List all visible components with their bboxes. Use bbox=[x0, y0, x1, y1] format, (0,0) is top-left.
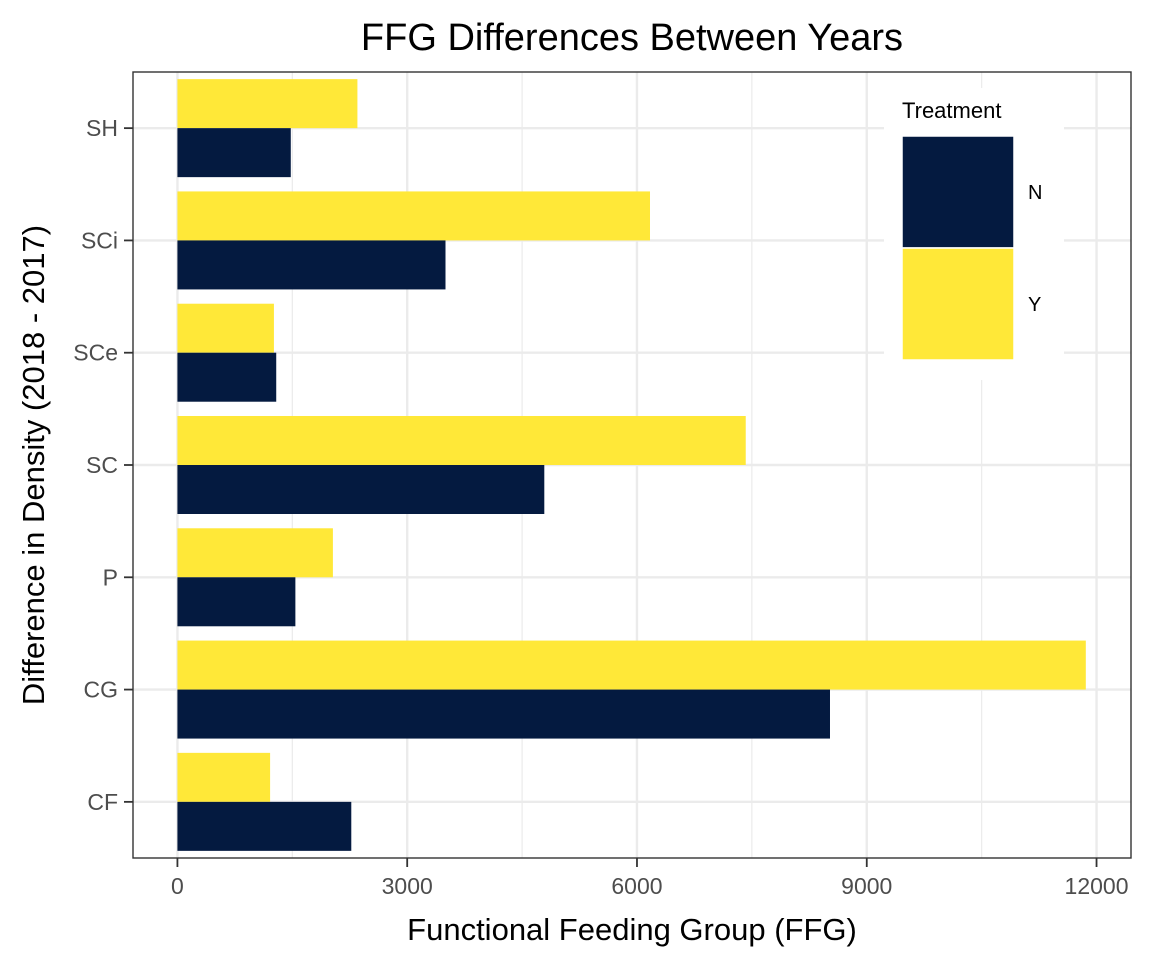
bar-SCi-N bbox=[177, 240, 446, 290]
y-axis-title: Difference in Density (2018 - 2017) bbox=[16, 225, 51, 705]
y-tick-label-CG: CG bbox=[84, 677, 119, 703]
bar-SC-Y bbox=[177, 416, 746, 465]
x-axis-title: Functional Feeding Group (FFG) bbox=[407, 912, 857, 947]
bar-SH-Y bbox=[177, 79, 358, 129]
y-axis: CF CG P SC SCe SCi SH bbox=[73, 115, 133, 815]
y-tick-label-P: P bbox=[103, 564, 118, 590]
legend-key-Y bbox=[901, 247, 1015, 361]
legend-title: Treatment bbox=[902, 98, 1001, 123]
bar-SC-N bbox=[177, 465, 545, 514]
bar-SCe-N bbox=[177, 352, 277, 402]
x-tick-label: 12000 bbox=[1065, 873, 1129, 899]
bar-P-Y bbox=[177, 528, 333, 578]
legend-key-N bbox=[901, 135, 1015, 249]
bars bbox=[177, 79, 1086, 851]
bar-CF-Y bbox=[177, 752, 271, 802]
chart-title: FFG Differences Between Years bbox=[361, 17, 903, 59]
legend-label-N: N bbox=[1028, 182, 1042, 204]
legend-label-Y: Y bbox=[1028, 294, 1041, 316]
x-tick-label: 6000 bbox=[611, 873, 662, 899]
bar-P-N bbox=[177, 577, 296, 627]
y-tick-label-CF: CF bbox=[87, 789, 118, 815]
x-tick-label: 0 bbox=[171, 873, 184, 899]
bar-CG-Y bbox=[177, 640, 1086, 690]
legend: Treatment N Y bbox=[884, 88, 1064, 380]
bar-SCe-Y bbox=[177, 303, 274, 353]
x-tick-label: 3000 bbox=[382, 873, 433, 899]
bar-CG-N bbox=[177, 689, 830, 739]
x-tick-label: 9000 bbox=[841, 873, 892, 899]
y-tick-label-SCi: SCi bbox=[81, 227, 118, 253]
bar-SCi-Y bbox=[177, 191, 650, 241]
bar-SH-N bbox=[177, 128, 291, 178]
y-tick-label-SH: SH bbox=[86, 115, 118, 141]
bar-CF-N bbox=[177, 801, 352, 851]
y-tick-label-SC: SC bbox=[86, 452, 118, 478]
x-axis: 0 3000 6000 9000 12000 bbox=[171, 858, 1129, 899]
y-tick-label-SCe: SCe bbox=[73, 340, 118, 366]
